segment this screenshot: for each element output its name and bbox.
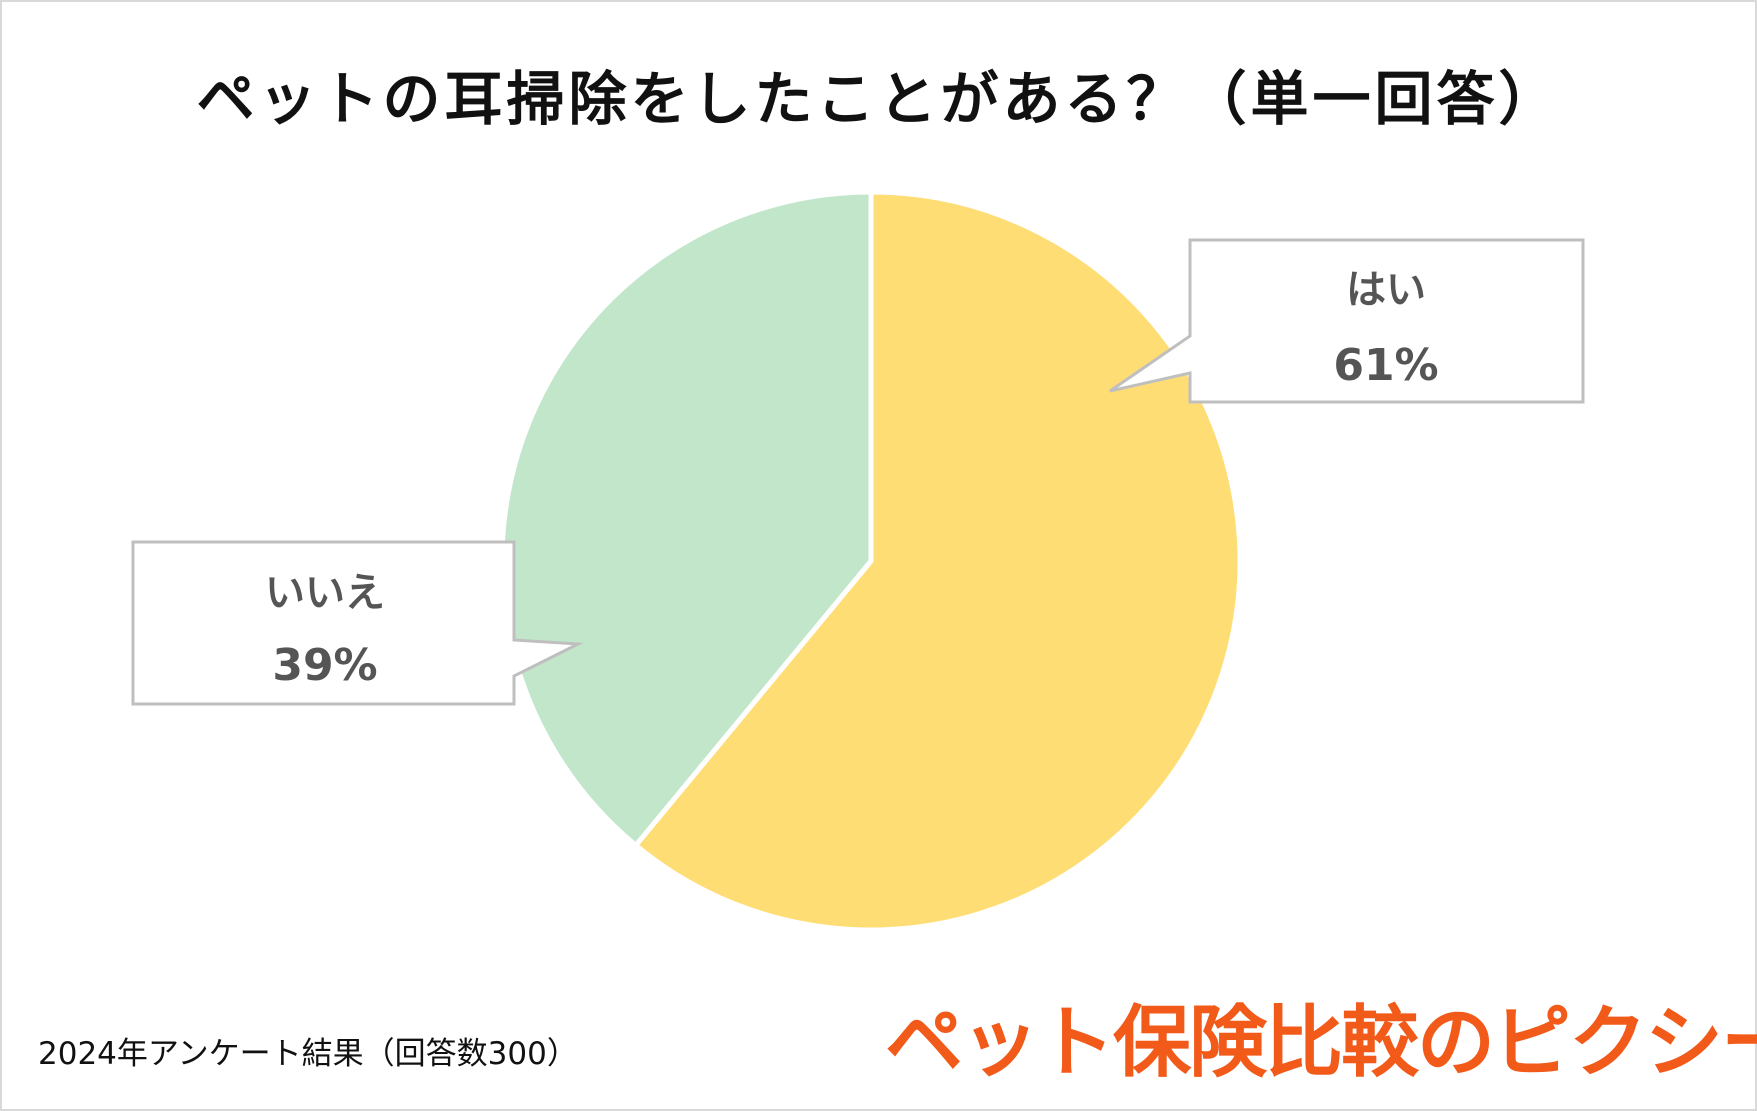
pie-slice-yes <box>633 189 1243 933</box>
pie-slice-no <box>499 189 874 848</box>
pie-slices <box>499 189 1243 933</box>
slice-value-no: 39% <box>272 640 377 691</box>
slice-label-yes: はい <box>1346 267 1426 313</box>
pie-callouts: はい 61% いいえ 39% <box>131 238 1585 706</box>
slice-value-yes: 61% <box>1333 340 1438 391</box>
chart-title: ペットの耳掃除をしたことがある？（単一回答） <box>196 65 1561 133</box>
footnote: 2024年アンケート結果（回答数300） <box>38 1036 578 1072</box>
slice-label-no: いいえ <box>265 570 385 616</box>
brand-logo: ペット保険比較のピクシー <box>885 998 1757 1088</box>
callout-box-yes <box>1109 238 1585 404</box>
callout-box-no <box>131 540 584 706</box>
